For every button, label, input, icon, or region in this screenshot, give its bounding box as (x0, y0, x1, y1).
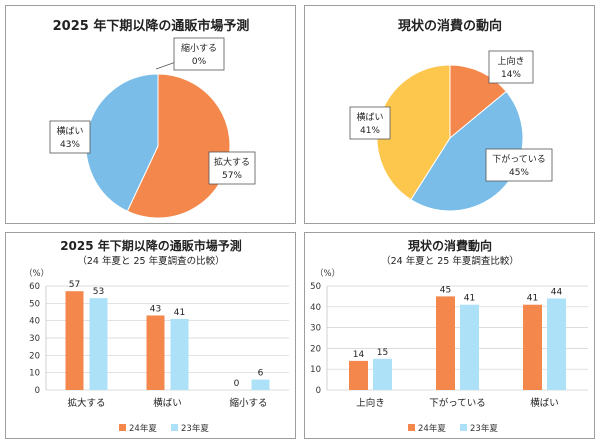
slice-label: 下がっている (492, 153, 546, 165)
bar-chart-market-forecast: 2025 年下期以降の通販市場予測 （24 年夏と 25 年夏調査の比較） （%… (24, 238, 289, 434)
bar (436, 296, 455, 390)
slice-value-label: 41% (360, 126, 380, 136)
bar (349, 360, 368, 390)
pie-slices (376, 64, 524, 212)
slice-value-label: 0% (192, 57, 207, 67)
callout-box (349, 106, 391, 140)
callout-box (208, 151, 256, 185)
bar-value-label: 57 (69, 280, 80, 290)
bar-value-label: 6 (258, 369, 264, 379)
category-label: 縮小する (229, 397, 267, 409)
category-label: 横ばい (153, 397, 182, 409)
y-tick-label: 10 (310, 365, 321, 375)
legend-label: 23年夏 (181, 423, 209, 434)
slice-label: 横ばい (56, 125, 83, 137)
callout-box (485, 148, 553, 182)
bar (373, 358, 392, 390)
y-tick-label: 50 (29, 299, 40, 309)
y-tick-label: 10 (29, 369, 40, 379)
bar-panel-consumption-trend: 現状の消費動向 （24 年夏と 25 年夏調査比較） （%） 0 10 20 30 40… (304, 232, 595, 439)
bar-value-label: 14 (353, 350, 365, 360)
chart-subtitle: （24 年夏と 25 年夏調査比較） (381, 255, 519, 267)
category-label: 拡大する (67, 397, 105, 409)
legend-swatch (171, 424, 178, 431)
y-tick-label: 20 (310, 344, 321, 354)
pie-chart-market-forecast: 2025 年下期以降の通販市場予測 縮小する 0% 横ばい 43% 拡大する 5… (49, 18, 256, 219)
y-tick-label: 50 (310, 282, 321, 292)
legend-label: 24年夏 (129, 423, 157, 434)
slice-value-label: 43% (60, 140, 80, 150)
bar-value-label: 45 (440, 285, 451, 295)
y-axis-unit: （%） (24, 268, 49, 279)
slice-value-label: 45% (509, 168, 529, 178)
bar-value-label: 53 (93, 287, 104, 297)
legend-label: 23年夏 (470, 423, 498, 434)
bar-value-label: 41 (527, 294, 538, 304)
bar (251, 379, 270, 390)
bar-plot: 0 10 20 30 40 50 14 15 上向き 45 41 下がっている 41 44 横ばい (310, 282, 588, 409)
pie-panel-consumption-trend: 現状の消費の動向 上向き 14% 横ばい 41% 下がっている 45% (304, 5, 595, 224)
bar-value-label: 44 (551, 287, 563, 297)
bar (65, 291, 84, 390)
legend: 24年夏 23年夏 (408, 423, 498, 434)
y-tick-label: 0 (316, 386, 321, 396)
bar (460, 304, 479, 390)
bar-chart-consumption-trend: 現状の消費動向 （24 年夏と 25 年夏調査比較） （%） 0 10 20 30 40… (310, 238, 588, 434)
slice-value-label: 14% (501, 70, 521, 80)
bar-value-label: 43 (150, 304, 161, 314)
y-tick-label: 30 (310, 324, 321, 334)
bar-plot: 0 10 20 30 40 50 60 57 53 拡大する 43 41 横ばい 0 6 縮小する (29, 280, 289, 409)
legend-label: 24年夏 (418, 423, 446, 434)
slice-label: 拡大する (214, 156, 250, 168)
y-tick-label: 40 (310, 303, 321, 313)
slice-label: 上向き (497, 55, 524, 67)
y-axis-unit: （%） (315, 268, 340, 279)
bar (523, 304, 542, 390)
chart-title: 2025 年下期以降の通販市場予測 (53, 18, 250, 34)
slice-label: 横ばい (356, 111, 383, 123)
y-tick-label: 20 (29, 351, 40, 361)
legend-swatch (119, 424, 126, 431)
category-label: 横ばい (530, 397, 559, 409)
category-label: 下がっている (429, 397, 486, 409)
legend-swatch (408, 424, 415, 431)
bar-value-label: 41 (174, 308, 185, 318)
y-tick-label: 60 (29, 282, 40, 292)
callout-box (49, 120, 91, 154)
bar (547, 298, 566, 390)
bar-value-label: 0 (234, 379, 240, 389)
slice-label: 縮小する (181, 42, 217, 54)
legend: 24年夏 23年夏 (119, 423, 209, 434)
pie-panel-market-forecast: 2025 年下期以降の通販市場予測 縮小する 0% 横ばい 43% 拡大する 5… (5, 5, 296, 224)
bar-value-label: 15 (377, 348, 388, 358)
chart-title: 現状の消費の動向 (398, 18, 502, 34)
bar (146, 315, 165, 390)
bar-panel-market-forecast: 2025 年下期以降の通販市場予測 （24 年夏と 25 年夏調査の比較） （%… (5, 232, 296, 439)
slice-value-label: 57% (222, 171, 242, 181)
pie-slices (85, 73, 231, 219)
y-tick-label: 40 (29, 317, 40, 327)
bar-value-label: 41 (464, 294, 475, 304)
legend-swatch (460, 424, 467, 431)
callout-box (173, 37, 225, 71)
category-label: 上向き (356, 397, 385, 409)
chart-subtitle: （24 年夏と 25 年夏調査の比較） (77, 255, 224, 267)
y-tick-label: 30 (29, 334, 40, 344)
chart-title: 2025 年下期以降の通販市場予測 (60, 238, 242, 253)
bar (89, 298, 108, 390)
bar (170, 318, 189, 390)
pie-chart-consumption-trend: 現状の消費の動向 上向き 14% 横ばい 41% 下がっている 45% (349, 18, 553, 212)
y-tick-label: 0 (35, 386, 40, 396)
callout-box (488, 50, 534, 84)
chart-title: 現状の消費動向 (408, 238, 492, 253)
